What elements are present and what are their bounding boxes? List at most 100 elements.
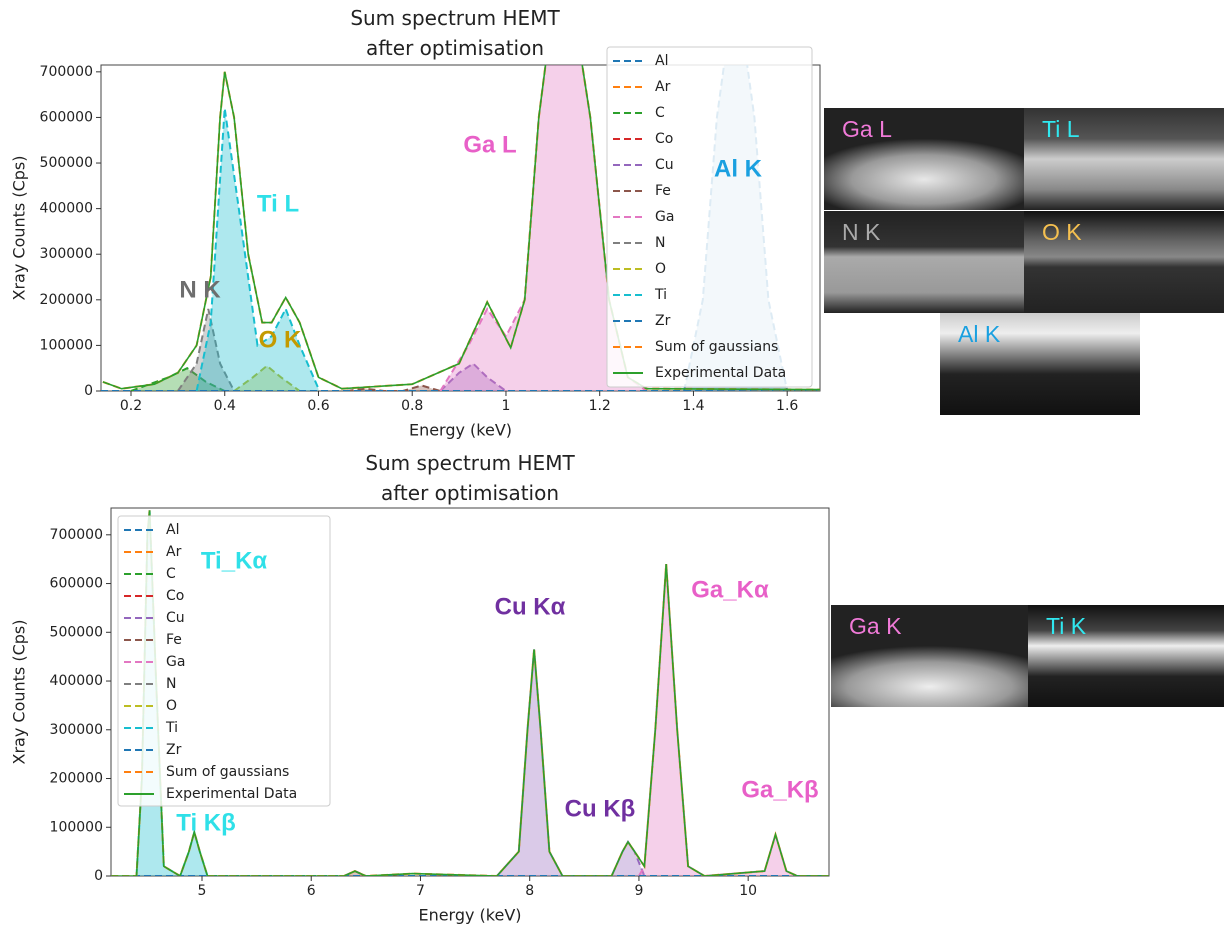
element-map: Ti K — [1028, 605, 1224, 707]
x-tick-label: 6 — [307, 883, 316, 899]
y-tick-label: 100000 — [50, 819, 103, 835]
element-map: Ga L — [824, 108, 1024, 210]
y-tick-label: 400000 — [50, 673, 103, 689]
legend-label: Experimental Data — [166, 786, 297, 802]
legend-label: N — [166, 676, 176, 692]
chart-title: Sum spectrum HEMT after optimisation — [350, 6, 560, 60]
legend-label: Cu — [166, 610, 185, 626]
map-label: O K — [1042, 219, 1082, 245]
series-fill — [638, 564, 798, 876]
element-map: Ti L — [1024, 108, 1224, 210]
y-tick-label: 500000 — [40, 155, 93, 171]
x-tick-label: 8 — [525, 883, 534, 899]
series-line — [195, 108, 320, 391]
legend-label: Co — [166, 588, 184, 604]
y-tick-label: 0 — [94, 868, 103, 884]
x-tick-label: 1.4 — [682, 398, 704, 414]
y-tick-label: 200000 — [50, 771, 103, 787]
y-tick-label: 100000 — [40, 337, 93, 353]
x-tick-label: 9 — [634, 883, 643, 899]
element-map: O K — [1024, 211, 1224, 313]
element-map: N K — [824, 211, 1024, 313]
legend-label: Ar — [166, 544, 182, 560]
series-line — [439, 362, 507, 391]
y-tick-label: 300000 — [40, 246, 93, 262]
legend-label: Co — [655, 131, 673, 147]
legend-label: Fe — [166, 632, 182, 648]
y-tick-label: 700000 — [50, 527, 103, 543]
peak-annotation: Ti Kβ — [176, 809, 236, 836]
y-tick-label: 600000 — [50, 576, 103, 592]
legend-box — [606, 46, 813, 388]
y-tick-label: 200000 — [40, 292, 93, 308]
chart-title: Sum spectrum HEMT after optimisation — [365, 451, 575, 505]
map-label: Ga K — [849, 613, 902, 639]
series-fill — [196, 108, 319, 391]
series-fill — [496, 649, 645, 876]
series-line — [102, 65, 820, 391]
x-axis-label: Energy (keV) — [418, 906, 521, 925]
series-fill — [440, 65, 647, 391]
legend-label: Cu — [655, 157, 674, 173]
legend-label: Experimental Data — [655, 365, 786, 381]
x-tick-label: 5 — [198, 883, 207, 899]
series-fill — [131, 368, 225, 391]
series-fill — [234, 365, 300, 391]
y-tick-label: 700000 — [40, 64, 93, 80]
legend-label: O — [166, 698, 177, 714]
y-axis-label: Xray Counts (Cps) — [10, 156, 29, 301]
x-tick-label: 0.8 — [401, 398, 423, 414]
legend-label: Sum of gaussians — [166, 764, 289, 780]
series-fill — [440, 363, 506, 391]
map-label: Ti L — [1042, 116, 1080, 142]
legend-label: Ga — [166, 654, 185, 670]
series-line — [111, 510, 829, 876]
peak-annotation: Ti L — [257, 190, 299, 217]
y-axis-label: Xray Counts (Cps) — [10, 620, 29, 765]
legend-label: C — [655, 105, 665, 121]
series-line — [130, 367, 226, 391]
legend-box — [117, 515, 331, 807]
map-label: Al K — [958, 321, 1001, 347]
element-map: Ga K — [831, 605, 1028, 707]
x-tick-label: 0.6 — [307, 398, 329, 414]
peak-annotation: Ga_Kα — [691, 576, 769, 603]
x-tick-label: 1.2 — [589, 398, 611, 414]
map-label: N K — [842, 219, 881, 245]
peak-annotation: N K — [179, 276, 221, 303]
legend-label: Ar — [655, 79, 671, 95]
peak-annotation: Al K — [714, 155, 763, 182]
peak-annotation: Ga L — [463, 131, 516, 158]
legend-label: C — [166, 566, 176, 582]
x-tick-label: 1.6 — [776, 398, 798, 414]
legend-label: Fe — [655, 183, 671, 199]
y-tick-label: 500000 — [50, 624, 103, 640]
legend-label: Zr — [166, 742, 182, 758]
legend-label: N — [655, 235, 665, 251]
x-tick-label: 0.2 — [120, 398, 142, 414]
peak-annotation: Cu Kβ — [565, 795, 636, 822]
x-tick-label: 1 — [502, 398, 511, 414]
legend-label: Al — [655, 53, 668, 69]
x-axis-label: Energy (keV) — [409, 421, 512, 440]
y-tick-label: 0 — [84, 383, 93, 399]
element-map: Al K — [940, 313, 1140, 415]
legend-label: Ti — [165, 720, 178, 736]
y-tick-label: 300000 — [50, 722, 103, 738]
series-line — [233, 364, 301, 391]
legend-label: Zr — [655, 313, 671, 329]
peak-annotation: O K — [259, 326, 302, 353]
x-tick-label: 0.4 — [214, 398, 236, 414]
peak-annotation: Ga_Kβ — [741, 776, 818, 803]
legend-label: O — [655, 261, 666, 277]
legend-label: Al — [166, 522, 179, 538]
y-tick-label: 600000 — [40, 109, 93, 125]
series-fill — [344, 871, 366, 876]
legend-label: Sum of gaussians — [655, 339, 778, 355]
legend-label: Ga — [655, 209, 674, 225]
legend-label: Ti — [654, 287, 667, 303]
x-tick-label: 7 — [416, 883, 425, 899]
map-label: Ga L — [842, 116, 892, 142]
